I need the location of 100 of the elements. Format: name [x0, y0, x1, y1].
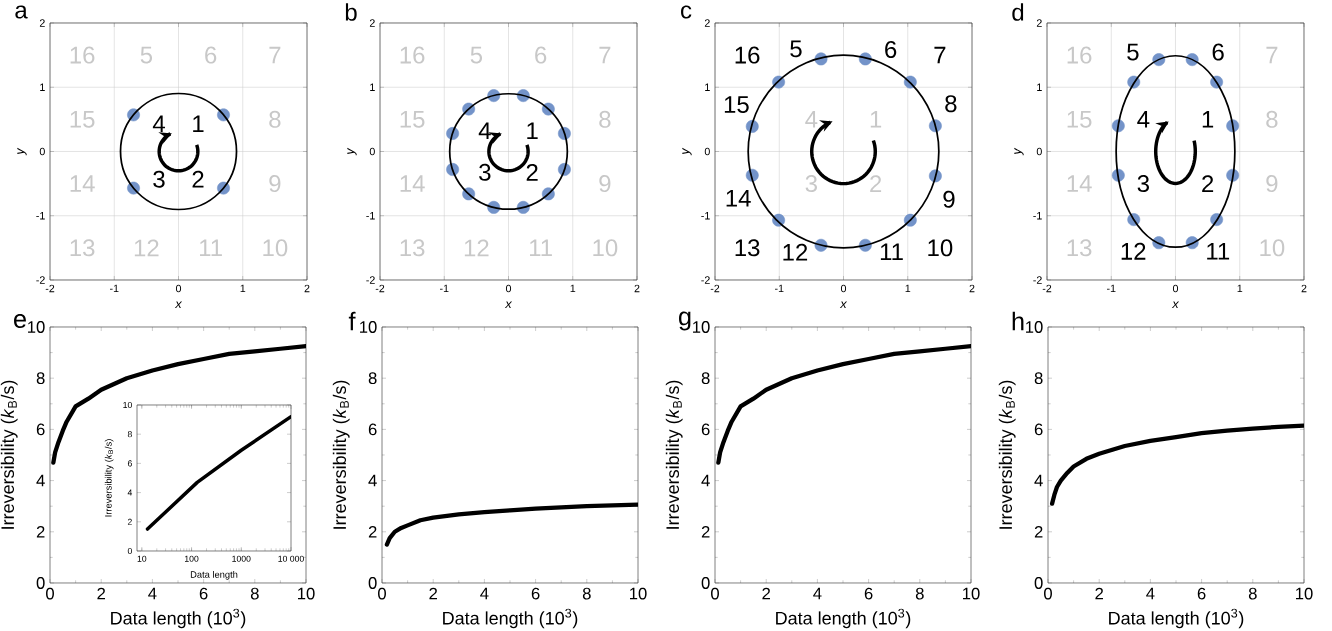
y-tick-label: -2: [366, 276, 375, 284]
line-series: [1049, 423, 1304, 506]
y-tick-label: 1: [40, 83, 45, 91]
x-tick-label: 4: [480, 587, 489, 600]
y-tick-label: 0: [704, 147, 710, 156]
y-tick-label: -1: [366, 212, 375, 220]
annotation: 11: [880, 243, 903, 261]
annotation: 15: [724, 96, 749, 113]
x-tick-label: 2: [762, 587, 770, 600]
y-tick-label: 2: [701, 525, 710, 538]
x-tick-label: 1: [905, 284, 911, 293]
x-tick-label: 1: [1237, 284, 1243, 293]
x-tick-label: 0: [378, 587, 386, 600]
y-tick-label: 2: [368, 525, 377, 538]
x-tick-label: 2: [97, 587, 105, 600]
y-tick-label: 10: [693, 321, 710, 333]
y-tick-label: 0: [369, 147, 375, 156]
annotation: 6: [885, 40, 897, 58]
x-tick-label: 1000: [232, 555, 251, 562]
y-axis-title: Irreversibility (k$_{B}$/s): [0, 380, 18, 529]
y-tick-label: 2: [39, 19, 45, 27]
line-series: [716, 344, 972, 465]
x-tick-label: -1: [440, 284, 449, 293]
x-tick-label: -2: [45, 284, 55, 293]
x-tick-label: 10 000: [278, 555, 304, 562]
y-tick-label: 6: [368, 423, 377, 436]
x-tick-label: 1: [570, 284, 576, 293]
x-tick-label: -1: [110, 284, 119, 293]
annotation: 5: [790, 40, 802, 58]
y-tick-label: 10: [28, 321, 45, 333]
annotation: 1: [1202, 111, 1214, 128]
x-tick-label: 8: [1248, 587, 1257, 600]
x-tick-label: 0: [505, 284, 512, 293]
x-tick-label: 10: [1296, 587, 1313, 600]
x-axis-title: Data length (10$^{3}$): [111, 608, 246, 629]
chart-title: f: [348, 311, 356, 331]
y-tick-label: 2: [127, 518, 132, 525]
y-tick-label: 0: [701, 577, 710, 589]
y-tick-label: 4: [127, 489, 133, 496]
y-tick-label: 0: [368, 577, 377, 589]
x-tick-label: 10: [630, 587, 647, 600]
x-tick-label: 0: [175, 284, 182, 293]
y-axis-title: y: [347, 147, 357, 156]
y-tick-label: -1: [1033, 212, 1042, 220]
y-tick-label: 4: [36, 474, 45, 487]
y-tick-label: 2: [36, 525, 45, 538]
y-tick-label: 2: [1034, 525, 1043, 538]
x-tick-label: 4: [148, 587, 157, 600]
annotation: 11: [1207, 242, 1230, 260]
x-tick-label: 0: [840, 284, 847, 293]
y-tick-label: 4: [701, 474, 710, 487]
annotation: 1: [527, 122, 538, 139]
y-tick-label: 1: [1037, 83, 1042, 91]
x-axis-title: Data length (10$^{3}$): [776, 608, 911, 629]
y-tick-label: 8: [36, 372, 45, 385]
x-axis-title: Data length (10$^{3}$): [443, 608, 578, 629]
line-series: [51, 344, 307, 465]
x-axis-title: Data length (10$^{3}$): [1109, 608, 1244, 629]
x-tick-label: 2: [429, 587, 437, 600]
y-tick-label: 0: [127, 547, 132, 555]
x-tick-label: -2: [710, 284, 720, 293]
y-tick-label: 2: [704, 19, 710, 27]
y-tick-label: -1: [701, 212, 710, 220]
x-axis-title: Data length: [190, 570, 238, 580]
annotation: 2: [526, 163, 538, 181]
annotation: 12: [1121, 242, 1146, 260]
y-tick-label: 1: [705, 83, 710, 91]
y-tick-label: 6: [127, 460, 132, 467]
x-tick-label: 1: [240, 284, 246, 293]
chart-title: a: [15, 5, 28, 19]
y-axis-title: y: [17, 147, 27, 156]
annotation: 2: [1202, 175, 1214, 192]
line-series: [145, 414, 292, 531]
x-tick-label: 10: [298, 587, 315, 600]
y-axis-title: Irreversibility (k$_{B}$/s): [998, 380, 1016, 529]
x-axis-title: x: [504, 301, 513, 309]
x-tick-label: 10: [137, 555, 147, 562]
x-tick-label: 2: [634, 284, 640, 293]
y-tick-label: -2: [701, 276, 710, 284]
annotation: 3: [479, 163, 491, 181]
y-tick-label: 6: [701, 423, 710, 436]
y-tick-label: -1: [36, 212, 45, 220]
annotation: 8: [945, 95, 957, 113]
annotation: 13: [735, 239, 760, 257]
y-tick-label: -2: [36, 276, 45, 284]
x-axis-title: x: [839, 301, 848, 309]
x-axis-title: x: [1171, 301, 1180, 309]
annotation: 16: [735, 46, 760, 64]
y-axis-title: Irreversibility (k$_{B}$/s): [104, 439, 114, 517]
x-tick-label: 2: [304, 284, 310, 293]
chart-title: e: [14, 314, 26, 328]
annotation: 4: [1137, 111, 1150, 128]
chart-title: c: [681, 5, 692, 19]
x-tick-label: 8: [582, 587, 591, 600]
y-tick-label: 0: [1036, 147, 1042, 156]
chart-title: d: [1012, 3, 1024, 21]
y-tick-label: 8: [127, 431, 132, 438]
x-tick-label: 0: [1172, 284, 1179, 293]
x-tick-label: -1: [774, 284, 784, 293]
chart-title: h: [1012, 311, 1024, 331]
